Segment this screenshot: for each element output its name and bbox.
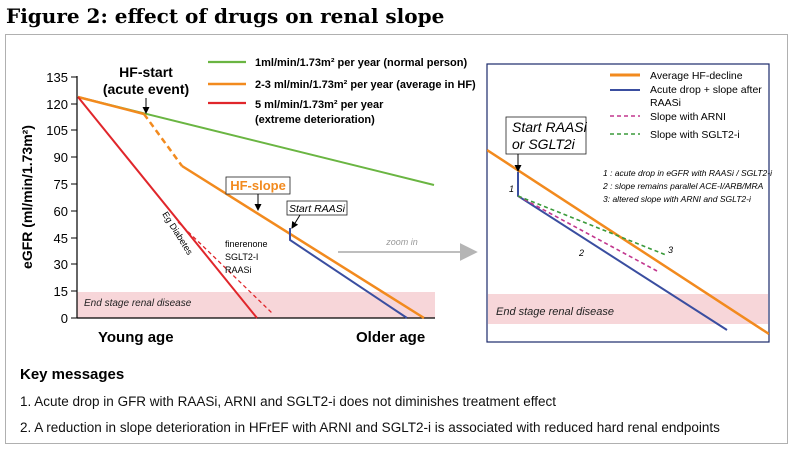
zoom-start-box [505,116,587,155]
y-axis-label: eGFR (ml/min/1.73m²) [19,125,35,269]
zoom-start-label: Start RAASi [512,119,588,135]
y-ticks: 135 120 105 90 75 60 45 30 15 0 [46,70,77,326]
zoom-marker-1: 1 [509,184,514,194]
y-tick-label: 105 [46,123,68,138]
zoom-start-sublabel: or SGLT2i [512,136,576,152]
raasi-line [289,228,408,319]
extreme-decline-line [77,96,258,319]
zoom-legend-label-hf: Average HF-decline [650,70,743,82]
x-label-older: Older age [356,329,425,346]
zoom-esrd-label: End stage renal disease [496,306,614,318]
y-tick-label: 60 [54,204,68,219]
drug-label-raasi: RAASi [225,265,252,275]
key-message-1: 1. Acute drop in GFR with RAASi, ARNI an… [20,394,556,409]
esrd-label: End stage renal disease [84,298,192,309]
y-tick-label: 45 [54,231,68,246]
zoom-notes: 1 : acute drop in eGFR with RAASi / SGLT… [602,168,773,204]
y-tick-label: 75 [54,177,68,192]
start-raasi-box [286,200,348,216]
hf-slope-label: HF-slope [230,178,286,193]
zoom-hf-decline-line [487,148,769,336]
y-tick-label: 135 [46,70,68,85]
hf-pre-event-line [77,95,145,116]
zoom-note-2: 2 : slope remains parallel ACE-I/ARB/MRA [602,181,764,191]
drug-effect-dashed-line [177,221,273,314]
zoom-marker-3: 3 [668,245,673,255]
zoom-legend-label-raasi: Acute drop + slope after [650,84,762,96]
zoom-legend-label-sglt2: Slope with SGLT2-i [650,129,740,141]
figure-title: Figure 2: effect of drugs on renal slope [6,4,445,28]
start-raasi-label: Start RAASi [289,203,346,215]
legend-label-extreme: 5 ml/min/1.73m² per year [255,99,384,111]
key-message-2: 2. A reduction in slope deterioration in… [20,420,720,435]
zoom-note-3: 3: altered slope with ARNI and SGLT2-i [603,194,752,204]
y-tick-label: 15 [54,284,68,299]
hf-acute-drop-dashed [142,113,184,167]
legend-label-normal: 1ml/min/1.73m² per year (normal person) [255,57,467,69]
zoom-sglt2-slope-line [517,195,667,256]
legend-label-hf: 2-3 ml/min/1.73m² per year (average in H… [255,79,476,91]
legend-label-extreme-sub: (extreme deterioration) [255,114,375,126]
y-tick-label: 120 [46,97,68,112]
zoom-legend: Average HF-decline Acute drop + slope af… [610,70,762,141]
hf-start-sublabel: (acute event) [103,81,189,97]
main-legend: 1ml/min/1.73m² per year (normal person) … [208,57,476,126]
x-label-young: Young age [98,329,174,346]
zoom-marker-2: 2 [578,248,584,258]
y-tick-label: 0 [61,311,68,326]
start-raasi-arrow [291,214,301,229]
hf-start-label: HF-start [119,64,173,80]
zoom-esrd-band [488,294,768,324]
key-messages-title: Key messages [20,366,125,383]
zoom-legend-label-raasi-sub: RAASi [650,97,681,109]
hf-slope-line [181,164,425,320]
figure-frame [5,34,788,444]
zoom-legend-label-arni: Slope with ARNI [650,111,726,123]
zoom-arni-slope-line [517,195,658,272]
zoom-in-label: zoom in [385,237,418,247]
drug-label-finerenone: finerenone [225,239,268,249]
zoom-note-1: 1 : acute drop in eGFR with RAASi / SGLT… [603,168,773,178]
drug-label-sglt2: SGLT2-I [225,252,258,262]
y-tick-label: 90 [54,150,68,165]
y-tick-label: 30 [54,257,68,272]
